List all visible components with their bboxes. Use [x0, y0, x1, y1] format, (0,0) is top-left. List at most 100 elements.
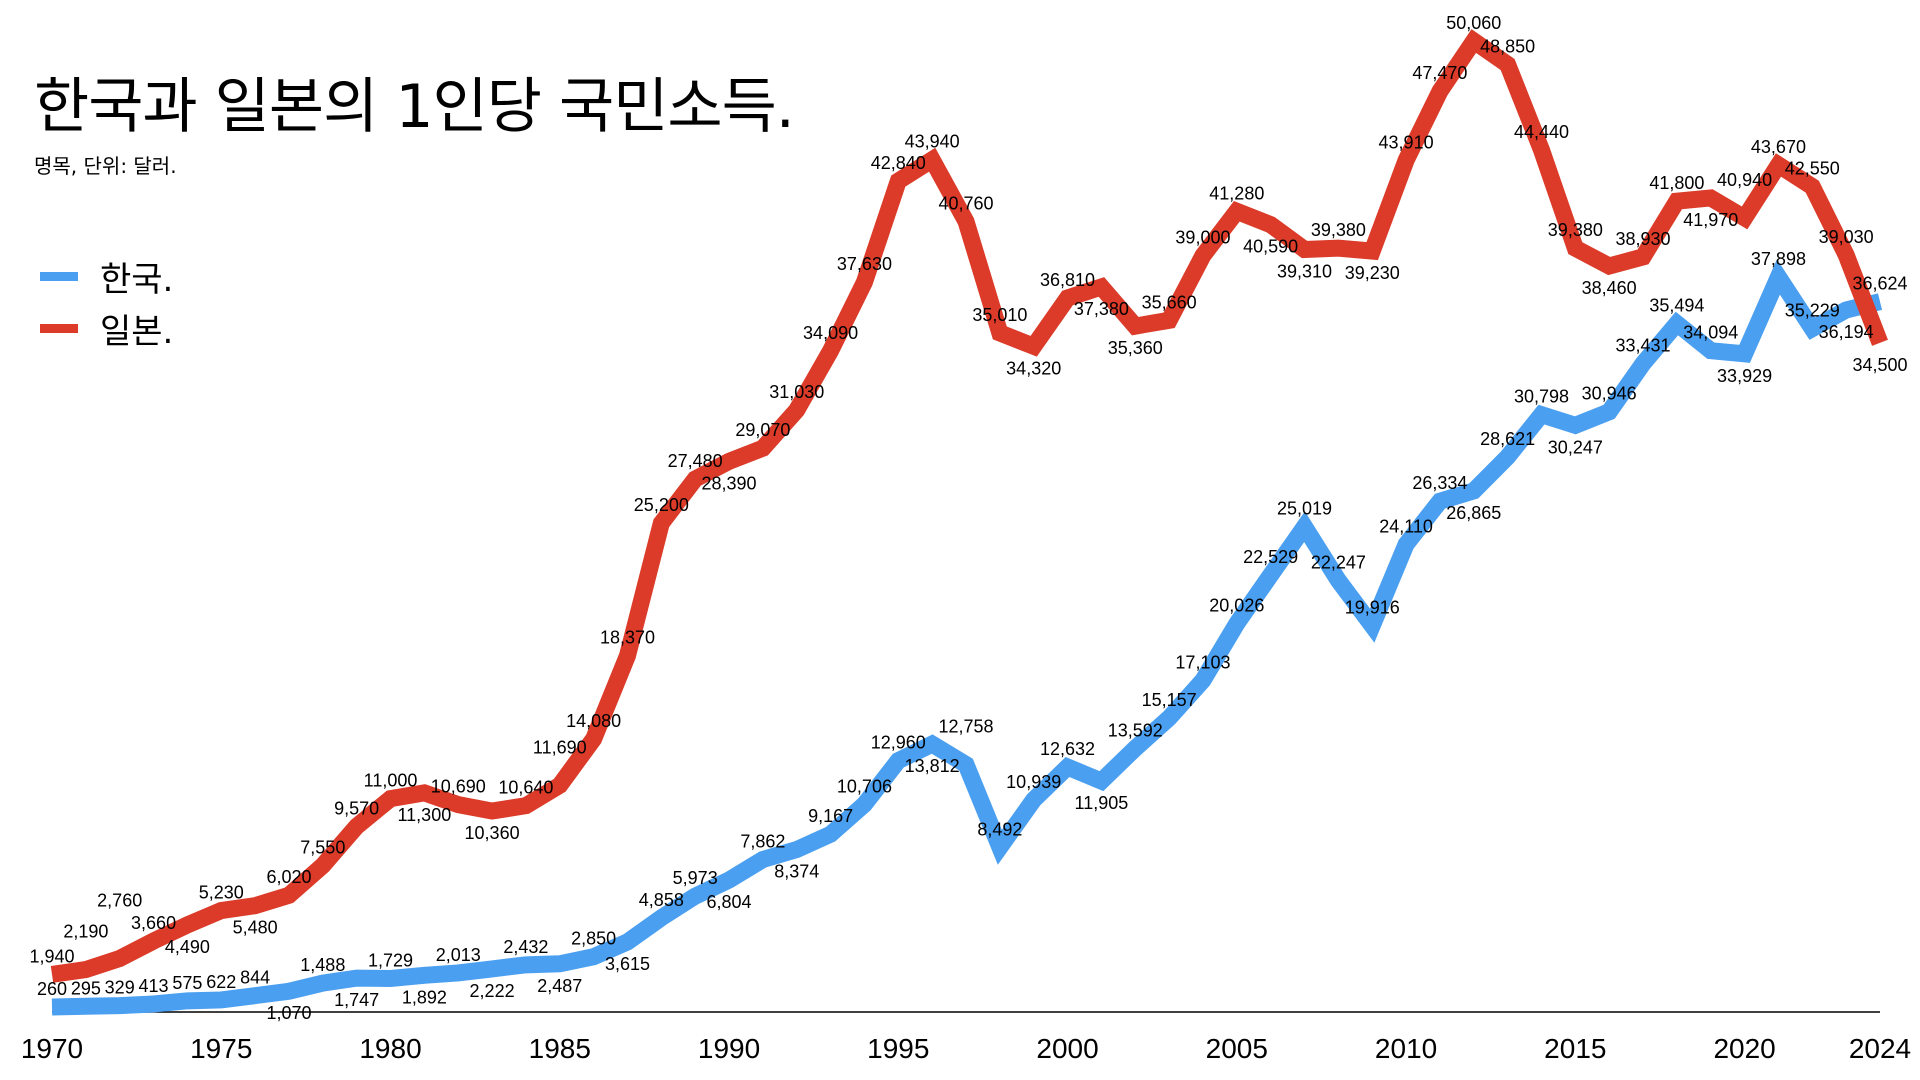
data-label-japan: 36,810 [1040, 270, 1095, 290]
data-label-korea: 1,892 [402, 987, 447, 1007]
legend-swatch-korea [40, 272, 78, 281]
chart-subtitle: 명목, 단위: 달러. [34, 154, 177, 178]
data-label-japan: 11,300 [398, 805, 452, 825]
data-label-japan: 44,440 [1514, 122, 1569, 142]
data-label-korea: 28,621 [1480, 429, 1535, 449]
data-label-korea: 12,960 [871, 733, 926, 753]
data-label-japan: 41,970 [1683, 210, 1738, 230]
data-label-japan: 6,020 [266, 867, 311, 887]
data-label-japan: 47,470 [1412, 63, 1467, 83]
data-label-japan: 5,480 [233, 918, 278, 938]
x-tick-label: 2015 [1544, 1033, 1606, 1064]
x-tick-label: 1985 [529, 1033, 591, 1064]
x-tick-label: 2000 [1036, 1033, 1098, 1064]
series-line-korea [51, 259, 1883, 1016]
data-label-japan: 10,360 [465, 823, 520, 843]
legend-label-japan: 일본. [100, 312, 174, 352]
series-line-japan [50, 29, 1888, 983]
data-label-korea: 24,110 [1379, 516, 1433, 536]
data-label-japan: 38,930 [1616, 229, 1671, 249]
data-label-japan: 37,630 [837, 254, 892, 274]
chart-title: 한국과 일본의 1인당 국민소득. [34, 72, 795, 142]
data-label-korea: 26,865 [1446, 503, 1501, 523]
data-label-japan: 38,460 [1582, 278, 1637, 298]
data-label-japan: 40,760 [938, 193, 993, 213]
data-label-korea: 13,812 [905, 756, 960, 776]
x-tick-label: 2024 [1849, 1033, 1911, 1064]
data-label-japan: 43,670 [1751, 137, 1806, 157]
data-label-korea: 4,858 [639, 890, 684, 910]
data-label-japan: 35,010 [972, 305, 1027, 325]
data-label-korea: 15,157 [1142, 690, 1197, 710]
data-label-korea: 35,494 [1649, 296, 1704, 316]
data-label-japan: 39,030 [1819, 227, 1874, 247]
data-label-japan: 40,940 [1717, 170, 1772, 190]
data-label-korea: 17,103 [1175, 652, 1230, 672]
data-label-korea: 22,247 [1311, 552, 1366, 572]
data-label-japan: 4,490 [165, 937, 210, 957]
data-label-korea: 34,094 [1683, 323, 1738, 343]
data-label-korea: 22,529 [1243, 547, 1298, 567]
data-label-japan: 10,640 [498, 778, 553, 798]
data-label-japan: 42,840 [871, 153, 926, 173]
data-label-korea: 33,929 [1717, 366, 1772, 386]
data-label-japan: 48,850 [1480, 36, 1535, 56]
data-label-korea: 2,013 [436, 945, 481, 965]
x-tick-label: 1995 [867, 1033, 929, 1064]
data-label-japan: 9,570 [334, 798, 379, 818]
data-label-korea: 413 [139, 976, 169, 996]
data-label-japan: 11,690 [533, 737, 587, 757]
legend-swatch-japan [40, 324, 78, 333]
data-label-korea: 329 [105, 978, 135, 998]
data-label-japan: 43,940 [905, 132, 960, 152]
x-tick-label: 2005 [1206, 1033, 1268, 1064]
data-label-korea: 844 [240, 968, 270, 988]
data-label-korea: 10,706 [837, 776, 892, 796]
data-label-korea: 10,939 [1006, 772, 1061, 792]
data-label-korea: 30,946 [1582, 384, 1637, 404]
data-label-korea: 9,167 [808, 806, 853, 826]
data-label-korea: 19,916 [1345, 598, 1400, 618]
data-label-japan: 39,380 [1548, 220, 1603, 240]
data-label-japan: 34,320 [1006, 358, 1061, 378]
data-label-japan: 39,000 [1175, 228, 1230, 248]
data-label-japan: 35,360 [1108, 338, 1163, 358]
data-label-japan: 10,690 [431, 777, 486, 797]
data-label-korea: 6,804 [707, 892, 752, 912]
data-label-korea: 260 [37, 979, 67, 999]
data-label-japan: 14,080 [566, 711, 621, 731]
legend-label-korea: 한국. [100, 260, 174, 300]
data-label-korea: 33,431 [1616, 336, 1671, 356]
data-label-japan: 3,660 [131, 913, 176, 933]
data-label-korea: 12,632 [1040, 739, 1095, 759]
data-label-korea: 36,624 [1852, 274, 1907, 294]
data-label-japan: 5,230 [199, 883, 244, 903]
data-label-korea: 25,019 [1277, 499, 1332, 519]
data-label-korea: 13,592 [1108, 720, 1163, 740]
data-label-japan: 50,060 [1446, 13, 1501, 33]
x-tick-label: 1990 [698, 1033, 760, 1064]
data-label-japan: 34,090 [803, 323, 858, 343]
data-label-korea: 20,026 [1209, 596, 1264, 616]
data-label-japan: 31,030 [769, 382, 824, 402]
x-tick-label: 1970 [21, 1033, 83, 1064]
data-label-japan: 37,380 [1074, 299, 1129, 319]
data-label-korea: 1,729 [368, 950, 413, 970]
data-label-japan: 29,070 [735, 420, 790, 440]
data-label-japan: 2,190 [63, 922, 108, 942]
x-tick-label: 2020 [1713, 1033, 1775, 1064]
data-label-korea: 1,747 [334, 990, 379, 1010]
data-label-japan: 2,760 [97, 890, 142, 910]
data-label-japan: 39,380 [1311, 220, 1366, 240]
data-label-korea: 11,905 [1075, 793, 1129, 813]
data-label-korea: 30,798 [1514, 387, 1569, 407]
data-label-korea: 3,615 [605, 954, 650, 974]
data-label-korea: 36,194 [1819, 322, 1874, 342]
data-label-japan: 28,390 [702, 473, 757, 493]
legend-item-japan: 일본. [40, 304, 173, 353]
data-label-korea: 2,850 [571, 929, 616, 949]
data-label-korea: 295 [71, 978, 101, 998]
data-label-japan: 7,550 [300, 838, 345, 858]
data-label-korea: 8,492 [977, 819, 1022, 839]
